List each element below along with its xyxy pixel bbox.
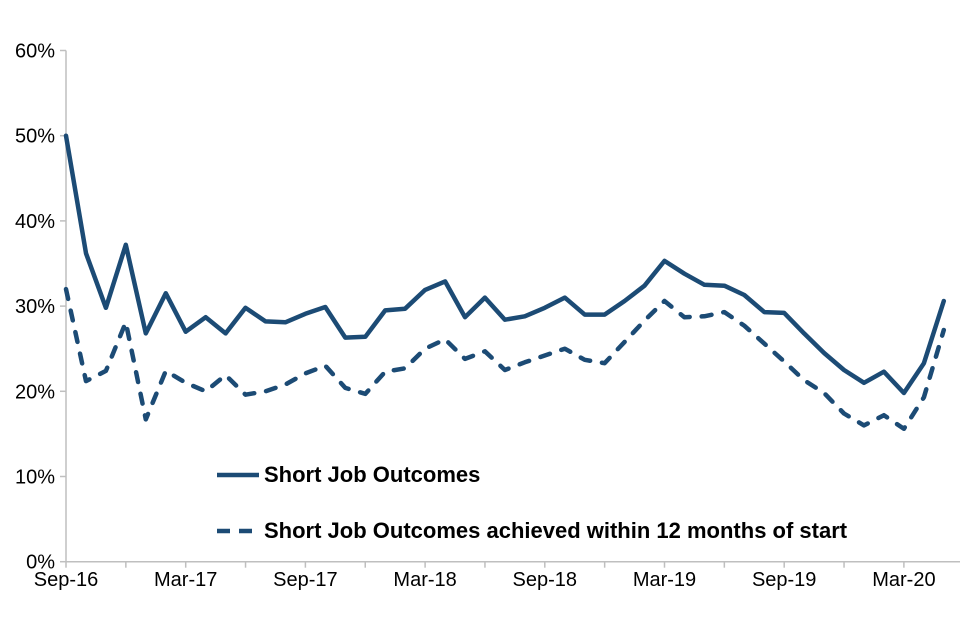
legend-item-short-job-outcomes-12-months: Short Job Outcomes achieved within 12 mo… — [215, 517, 847, 545]
x-axis-tick-label: Sep-17 — [273, 569, 338, 591]
series-line-solid — [63, 133, 947, 396]
x-axis-tick-label: Mar-19 — [633, 569, 696, 591]
legend-item-short-job-outcomes: Short Job Outcomes — [215, 461, 480, 489]
x-axis-tick-label: Mar-20 — [872, 569, 935, 591]
y-axis-tick-label: 0% — [26, 552, 55, 574]
x-axis-tick-label: Sep-18 — [513, 569, 578, 591]
y-axis-tick-label: 20% — [15, 381, 55, 403]
x-axis-tick-label: Sep-16 — [34, 569, 99, 591]
y-axis-tick-label: 60% — [15, 41, 55, 63]
solid-line-swatch-icon — [217, 472, 259, 478]
series-line-dashed — [63, 286, 947, 432]
legend-label-short-job-outcomes-12-months: Short Job Outcomes achieved within 12 mo… — [264, 518, 848, 543]
y-axis-tick-label: 40% — [15, 211, 55, 233]
y-axis-tick-label: 50% — [15, 126, 55, 148]
x-axis-tick-label: Mar-18 — [393, 569, 456, 591]
dashed-line-swatch-icon — [217, 528, 259, 534]
legend-label-short-job-outcomes: Short Job Outcomes — [264, 462, 481, 487]
y-axis-tick-label: 30% — [15, 296, 55, 318]
x-axis-tick-label: Mar-17 — [154, 569, 217, 591]
x-axis-tick-label: Sep-19 — [752, 569, 817, 591]
y-axis-tick-label: 10% — [15, 467, 55, 489]
